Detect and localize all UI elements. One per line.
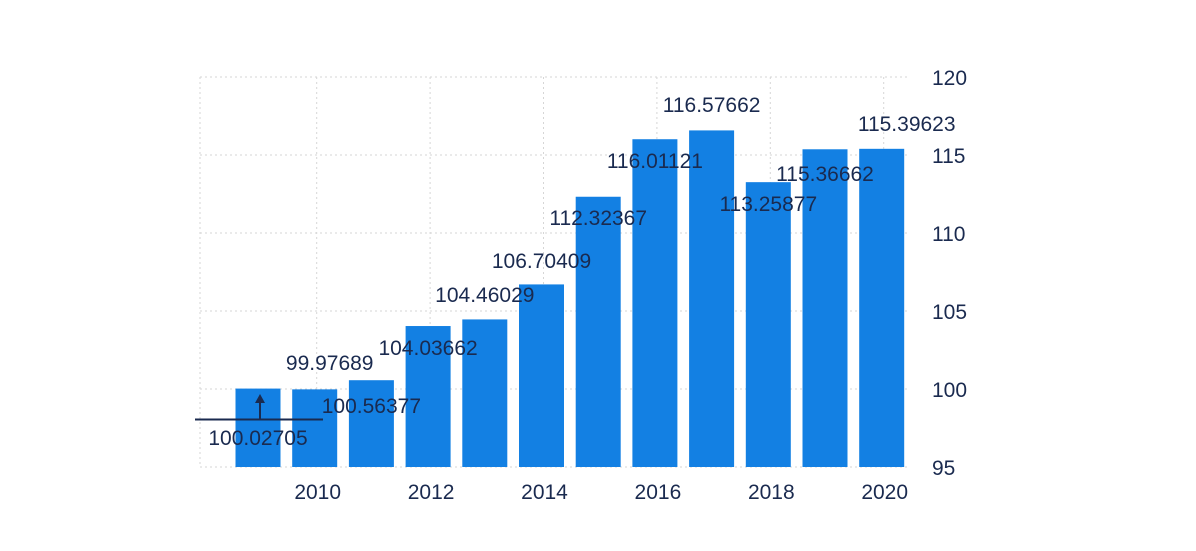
- x-tick-label: 2010: [294, 481, 341, 504]
- data-label: 115.39623: [858, 113, 956, 136]
- bar-2014: [519, 284, 564, 467]
- y-tick-label: 95: [932, 457, 955, 480]
- data-label: 100.02705: [208, 427, 307, 450]
- data-label: 99.97689: [286, 352, 374, 375]
- data-label: 104.03662: [378, 337, 477, 360]
- data-label: 104.46029: [435, 284, 534, 307]
- data-label: 112.32367: [549, 207, 647, 230]
- bar-2012: [405, 326, 451, 467]
- x-tick-label: 2012: [408, 481, 455, 504]
- bars: [235, 130, 905, 468]
- baseline-marker: [195, 394, 323, 421]
- data-label: 106.70409: [492, 250, 591, 273]
- data-label: 113.25877: [719, 193, 817, 216]
- x-axis-ticks: 2010 2012 2014 2016 2018 2020: [294, 481, 908, 504]
- y-tick-label: 100: [932, 379, 967, 402]
- bar-2020: [859, 148, 905, 467]
- y-tick-label: 115: [932, 145, 965, 168]
- x-tick-label: 2018: [748, 481, 795, 504]
- bar-2019: [802, 149, 848, 467]
- bar-2017: [689, 130, 735, 467]
- y-tick-label: 120: [932, 67, 967, 90]
- up-arrow-icon: [255, 394, 265, 403]
- data-label: 100.56377: [322, 395, 421, 418]
- y-tick-label: 105: [932, 301, 967, 324]
- x-tick-label: 2014: [521, 481, 568, 504]
- bar-2016: [632, 139, 678, 467]
- data-label: 115.36662: [776, 163, 874, 186]
- x-tick-label: 2016: [635, 481, 682, 504]
- bar-2013: [462, 319, 508, 467]
- x-tick-label: 2020: [861, 481, 908, 504]
- bar-2010: [292, 389, 338, 467]
- data-label: 116.57662: [663, 94, 761, 117]
- y-tick-label: 110: [932, 223, 965, 246]
- bar-2015: [575, 196, 621, 468]
- data-labels: 100.02705 99.97689 100.56377 104.03662 104.4…: [208, 94, 955, 450]
- data-label: 116.01121: [607, 150, 703, 173]
- bar-2018: [745, 182, 791, 467]
- bar-2011: [348, 380, 394, 467]
- y-axis-ticks: 95 100 105 110 115 120: [932, 67, 967, 480]
